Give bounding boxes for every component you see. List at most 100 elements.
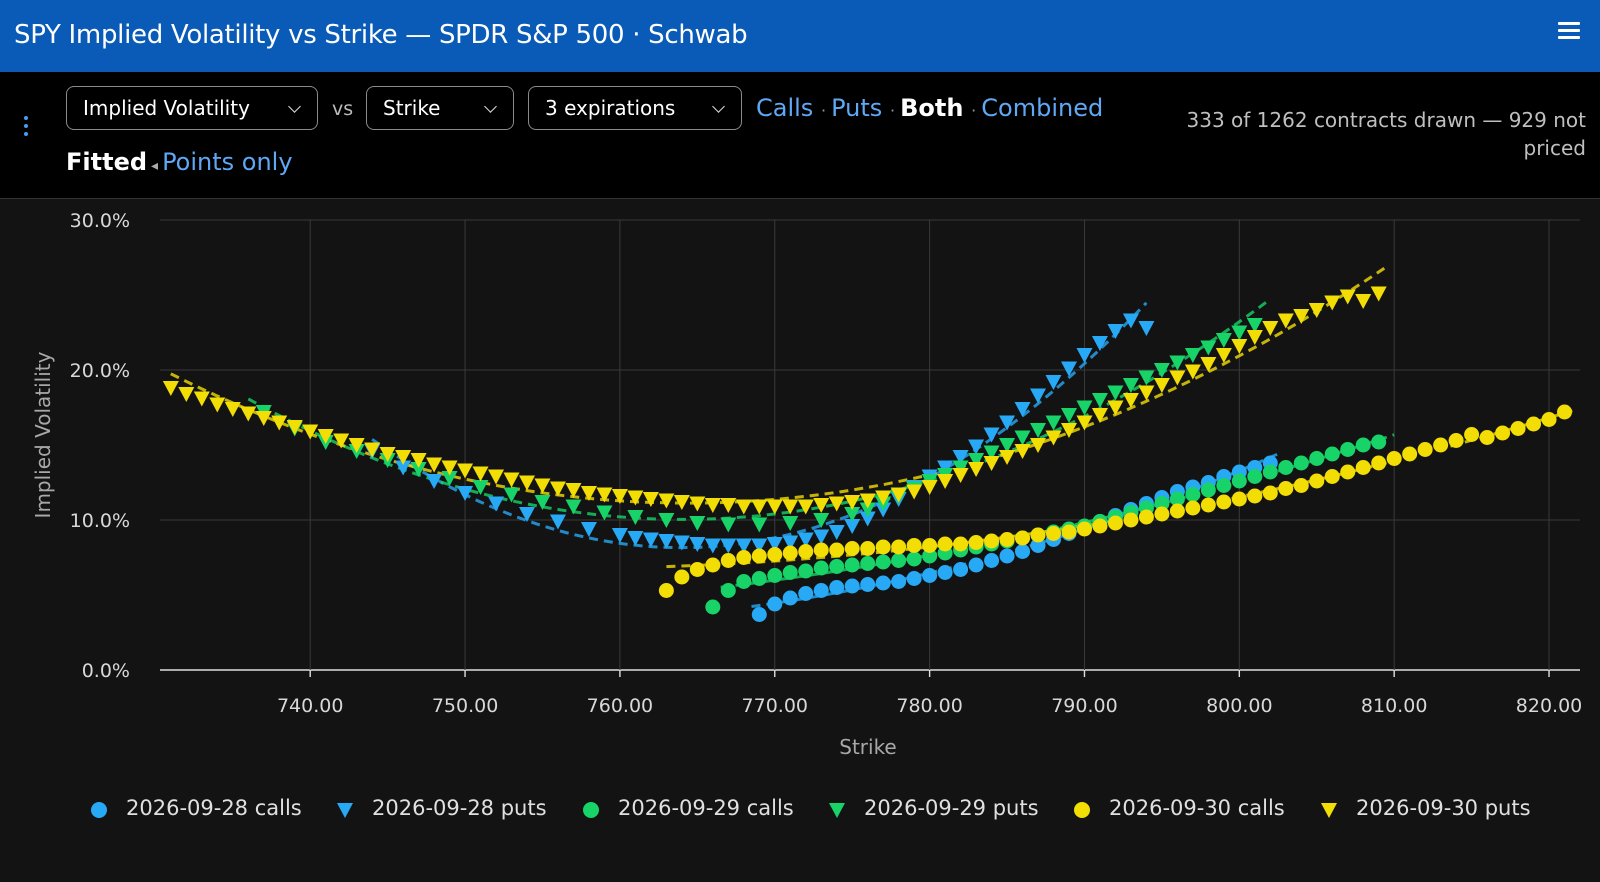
legend-item[interactable]: 2026-09-28 calls [90,796,302,820]
put-point [797,532,814,548]
put-point [224,402,241,417]
put-point [395,450,412,465]
put-point [178,387,195,402]
option-type-both[interactable]: Both [900,94,964,122]
x-tick-label: 760.00 [587,695,653,717]
call-point [1355,460,1371,475]
legend-item[interactable]: 2026-09-30 puts [1320,796,1531,820]
call-point [829,542,845,558]
y-axis-label: Implied Volatility [31,351,55,518]
call-point [1231,473,1247,489]
option-type-puts[interactable]: Puts [831,94,883,122]
put-point [999,415,1016,431]
call-point [1092,518,1108,534]
expirations-select[interactable]: 3 expirations [528,86,742,130]
call-point [953,562,969,577]
put-point [813,529,830,545]
put-point [642,492,659,507]
put-point [286,420,303,435]
call-point [953,536,969,552]
call-point [1030,527,1046,543]
put-point [549,514,566,530]
call-point [798,586,814,601]
option-type-combined[interactable]: Combined [981,94,1104,122]
legend-item[interactable]: 2026-09-29 puts [828,796,1039,820]
call-point [937,536,953,552]
call-point [1123,512,1139,528]
toolbar: Implied Volatility vs Strike 3 expiratio… [0,72,1600,199]
call-point [1200,482,1216,498]
put-point [1030,423,1047,438]
put-point [689,537,706,552]
put-point [751,517,768,533]
call-point [968,535,984,550]
put-point [704,538,721,554]
legend-item[interactable]: 2026-09-30 calls [1073,796,1285,820]
y-tick-label: 10.0% [70,510,130,532]
call-point [767,568,783,583]
put-point [519,475,536,491]
triangle-marker-icon [1321,803,1337,818]
call-point [1278,460,1294,475]
call-point [829,559,845,574]
put-point [1091,393,1108,408]
put-point [859,493,876,509]
put-point [364,442,381,458]
call-point [674,569,690,585]
put-point [813,513,830,528]
legend-item[interactable]: 2026-09-29 calls [582,796,794,820]
call-point [705,557,721,573]
call-point [1262,464,1278,480]
y-axis-select[interactable]: Implied Volatility [66,86,318,130]
call-point [767,596,783,612]
put-point [1030,438,1047,453]
call-point [860,541,876,556]
put-point [565,499,582,515]
contracts-count: 333 of 1262 contracts drawn — 929 not pr… [1186,108,1586,160]
x-axis-select[interactable]: Strike [366,86,514,130]
put-point [1045,430,1062,446]
put-point [1060,423,1077,438]
put-point [1122,393,1139,408]
put-point [720,498,737,513]
iv-scatter-chart: 0.0% 10.0% 20.0% 30.0% 740.00 750.00 760.00 770… [31,210,1582,759]
put-point [472,466,489,482]
call-point [1278,481,1294,496]
put-point [1153,378,1170,393]
put-point [890,487,907,503]
legend-label: 2026-09-30 calls [1109,796,1285,820]
fit-mode-fitted[interactable]: Fitted [66,148,148,176]
call-point [1247,488,1263,504]
call-point [1448,433,1464,448]
call-point [751,571,767,586]
x-tick-label: 750.00 [432,695,498,717]
circle-marker-icon [1074,802,1090,818]
put-point [1184,364,1201,380]
put-point [875,490,892,506]
put-point [1308,303,1325,318]
more-options-icon[interactable] [22,116,30,146]
put-point [844,519,861,534]
legend-item[interactable]: 2026-09-28 puts [336,796,547,820]
call-point [906,551,922,567]
put-point [844,507,861,522]
x-tick-label: 810.00 [1361,695,1427,717]
put-point [611,528,628,543]
call-point [1015,530,1031,546]
option-type-calls[interactable]: Calls [756,94,814,122]
call-point [813,542,829,558]
put-point [921,480,938,495]
call-point [1185,487,1201,502]
option-type-switch: Calls · Puts · Both · Combined [756,94,1103,122]
call-point [999,532,1015,547]
fit-mode-points-only[interactable]: Points only [162,148,293,176]
hamburger-menu-icon[interactable] [1558,22,1580,40]
put-point [1231,325,1248,341]
call-point [767,547,783,562]
call-point [1154,506,1170,522]
put-point [782,535,799,551]
call-point [720,583,736,598]
put-point [1014,444,1031,459]
put-point [348,438,365,453]
put-point [1184,348,1201,363]
